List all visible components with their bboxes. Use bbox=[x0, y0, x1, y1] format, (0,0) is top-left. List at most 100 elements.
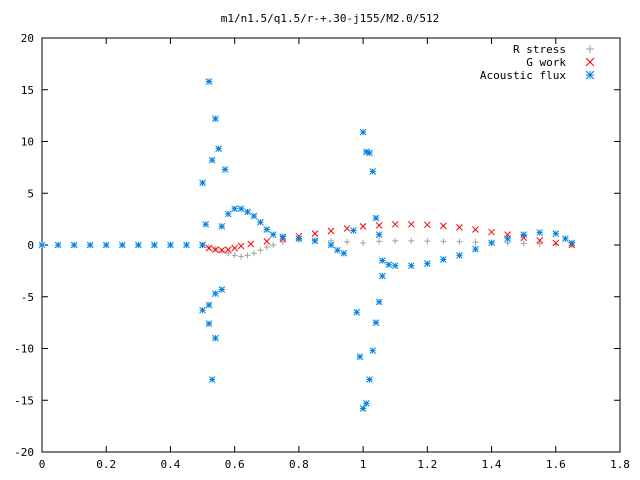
x-tick-label: 0.8 bbox=[289, 458, 309, 471]
data-point bbox=[212, 334, 219, 342]
legend-item: G work bbox=[526, 56, 595, 69]
data-point bbox=[218, 248, 225, 255]
data-point bbox=[70, 241, 78, 249]
data-point bbox=[237, 242, 245, 250]
data-point bbox=[340, 249, 348, 257]
series-acoustic-flux bbox=[38, 78, 576, 412]
data-point bbox=[504, 235, 511, 243]
data-point bbox=[456, 251, 463, 259]
data-point bbox=[199, 179, 206, 187]
x-tick-label: 1 bbox=[360, 458, 367, 471]
data-point bbox=[359, 405, 367, 412]
data-point bbox=[118, 241, 126, 249]
data-point bbox=[536, 240, 543, 247]
data-point bbox=[269, 231, 277, 239]
data-point bbox=[536, 236, 544, 244]
y-tick-label: -5 bbox=[21, 291, 34, 304]
data-point bbox=[250, 212, 258, 220]
y-tick-label: 20 bbox=[21, 32, 34, 45]
data-point bbox=[224, 246, 232, 254]
data-point bbox=[238, 253, 245, 260]
legend-marker bbox=[585, 57, 595, 67]
data-point bbox=[366, 149, 373, 157]
data-point bbox=[270, 242, 277, 248]
data-point bbox=[224, 210, 232, 218]
data-point bbox=[102, 241, 110, 249]
data-point bbox=[279, 233, 287, 241]
data-point bbox=[472, 239, 479, 246]
x-tick-label: 0 bbox=[39, 458, 46, 471]
data-point bbox=[391, 220, 399, 228]
data-point bbox=[353, 308, 361, 316]
data-point bbox=[520, 231, 528, 239]
chart-title: m1/n1.5/q1.5/r-+.30-j155/M2.0/512 bbox=[221, 12, 440, 25]
x-tick-label: 1.8 bbox=[610, 458, 630, 471]
data-point bbox=[257, 247, 264, 254]
data-point bbox=[456, 224, 463, 231]
data-point bbox=[562, 235, 569, 243]
data-point bbox=[205, 301, 213, 309]
data-point bbox=[38, 241, 46, 249]
y-tick-label: 15 bbox=[21, 84, 34, 97]
data-point bbox=[167, 241, 174, 249]
x-tick-label: 1.2 bbox=[417, 458, 437, 471]
data-point bbox=[151, 241, 158, 249]
data-point bbox=[520, 234, 528, 242]
data-point bbox=[408, 237, 415, 244]
data-point bbox=[440, 238, 447, 245]
data-point bbox=[183, 241, 190, 249]
series-g-work bbox=[199, 220, 576, 254]
data-point bbox=[369, 347, 377, 354]
axis-ticks bbox=[41, 37, 621, 453]
x-tick-labels: 0 0.2 0.4 0.6 0.8 1 1.2 1.4 1.6 1.8 bbox=[39, 458, 630, 471]
data-point bbox=[372, 214, 380, 222]
legend-marker bbox=[585, 70, 595, 80]
data-point bbox=[218, 286, 226, 293]
data-point bbox=[134, 241, 142, 249]
data-point bbox=[311, 230, 319, 237]
data-point bbox=[552, 230, 560, 237]
data-point bbox=[379, 257, 386, 264]
x-tick-label: 0.4 bbox=[161, 458, 181, 471]
data-point bbox=[218, 223, 226, 230]
data-point bbox=[366, 376, 373, 383]
data-point bbox=[221, 166, 229, 173]
x-tick-label: 1.6 bbox=[546, 458, 566, 471]
data-point bbox=[244, 252, 251, 259]
data-point bbox=[488, 228, 495, 236]
data-point bbox=[202, 220, 210, 228]
y-tick-label: -20 bbox=[14, 446, 34, 459]
series-r-stress bbox=[199, 236, 575, 260]
data-point bbox=[218, 246, 226, 254]
data-point bbox=[311, 237, 319, 245]
data-point bbox=[231, 252, 238, 259]
data-point bbox=[359, 128, 367, 136]
x-tick-label: 1.4 bbox=[482, 458, 502, 471]
data-point bbox=[327, 227, 335, 235]
data-point bbox=[568, 239, 576, 247]
data-point bbox=[237, 205, 245, 213]
legend-label: G work bbox=[526, 56, 566, 69]
data-point bbox=[244, 208, 251, 216]
data-point bbox=[279, 238, 286, 245]
data-point bbox=[391, 262, 399, 270]
data-point bbox=[263, 226, 271, 233]
data-point bbox=[362, 400, 370, 407]
data-point bbox=[205, 320, 213, 328]
data-point bbox=[208, 156, 216, 164]
y-tick-label: 0 bbox=[27, 239, 34, 252]
data-point bbox=[199, 241, 206, 249]
y-tick-label: -10 bbox=[14, 343, 34, 356]
data-point bbox=[359, 223, 367, 230]
y-tick-label: -15 bbox=[14, 394, 34, 407]
data-point bbox=[407, 262, 415, 270]
data-point bbox=[343, 225, 351, 232]
data-point bbox=[247, 240, 255, 248]
data-point bbox=[231, 244, 239, 252]
x-tick-label: 0.2 bbox=[96, 458, 116, 471]
data-point bbox=[212, 246, 219, 254]
data-point bbox=[375, 298, 383, 306]
data-point bbox=[263, 244, 270, 251]
